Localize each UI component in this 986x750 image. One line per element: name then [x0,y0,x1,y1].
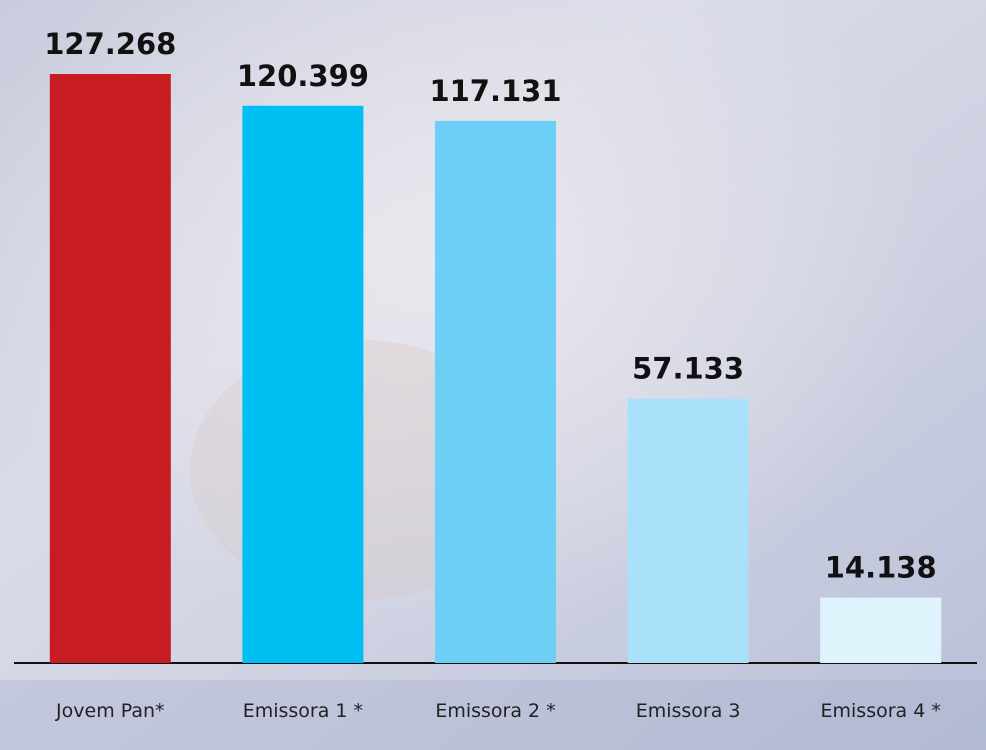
x-tick-label: Jovem Pan* [55,700,165,722]
x-tick-label: Emissora 2 * [435,700,555,722]
x-tick-label: Emissora 1 * [243,700,363,722]
x-tick-label: Emissora 3 [636,700,741,722]
bar [435,120,556,664]
value-label: 117.131 [429,74,561,108]
value-label: 127.268 [44,27,176,61]
bar [49,74,171,663]
bar [820,597,942,663]
value-label: 57.133 [632,352,744,386]
value-label: 14.138 [825,551,937,585]
background-floor [0,680,986,750]
bar [627,398,749,663]
bar [242,105,364,664]
x-tick-label: Emissora 4 * [821,700,941,722]
value-label: 120.399 [237,59,369,93]
